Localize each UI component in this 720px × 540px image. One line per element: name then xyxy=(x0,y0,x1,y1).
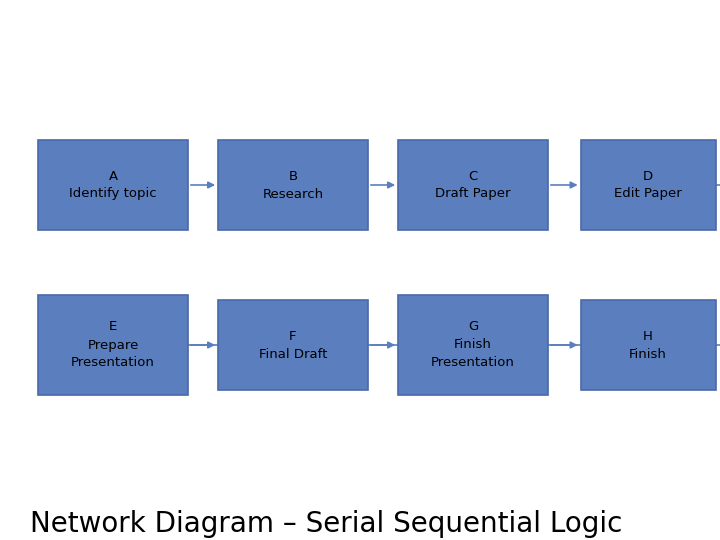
FancyBboxPatch shape xyxy=(218,300,368,390)
Text: G
Finish
Presentation: G Finish Presentation xyxy=(431,321,515,369)
Text: C
Draft Paper: C Draft Paper xyxy=(436,170,510,200)
FancyBboxPatch shape xyxy=(398,140,548,230)
Text: Network Diagram – Serial Sequential Logic: Network Diagram – Serial Sequential Logi… xyxy=(30,510,622,538)
Text: A
Identify topic: A Identify topic xyxy=(69,170,157,200)
Text: D
Edit Paper: D Edit Paper xyxy=(614,170,682,200)
FancyBboxPatch shape xyxy=(580,140,716,230)
Text: E
Prepare
Presentation: E Prepare Presentation xyxy=(71,321,155,369)
Text: B
Research: B Research xyxy=(262,170,323,200)
FancyBboxPatch shape xyxy=(38,295,188,395)
Text: H
Finish: H Finish xyxy=(629,329,667,361)
FancyBboxPatch shape xyxy=(398,295,548,395)
FancyBboxPatch shape xyxy=(38,140,188,230)
FancyBboxPatch shape xyxy=(580,300,716,390)
FancyBboxPatch shape xyxy=(218,140,368,230)
Text: F
Final Draft: F Final Draft xyxy=(258,329,327,361)
